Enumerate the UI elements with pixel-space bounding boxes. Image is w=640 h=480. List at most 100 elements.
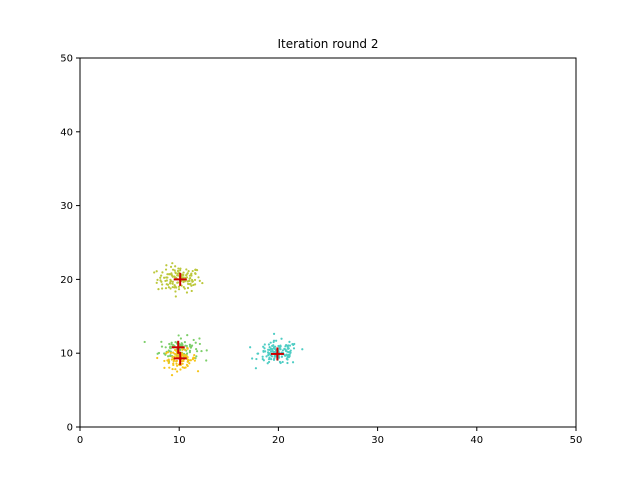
data-point (286, 361, 289, 365)
data-point (280, 337, 283, 340)
data-point (288, 351, 292, 354)
data-point (179, 267, 182, 270)
data-point (176, 370, 179, 373)
data-point (189, 277, 192, 280)
data-point (194, 341, 197, 344)
data-point (191, 280, 194, 283)
data-point (268, 353, 271, 356)
data-point (198, 337, 201, 340)
y-tick-label: 40 (60, 127, 73, 138)
y-tick-label: 0 (67, 423, 73, 434)
data-point (288, 353, 291, 356)
data-point (263, 343, 266, 346)
data-point (186, 360, 189, 363)
data-point (271, 344, 274, 348)
data-point (174, 290, 177, 293)
data-point (160, 345, 164, 348)
data-point (185, 291, 189, 294)
data-point (181, 352, 184, 355)
data-point (174, 265, 177, 268)
data-point (172, 363, 175, 367)
data-point (262, 345, 265, 348)
data-point (193, 356, 196, 360)
data-point (182, 276, 185, 279)
x-tick-label: 30 (371, 435, 384, 446)
data-point (185, 268, 188, 271)
data-point (267, 360, 271, 364)
data-point (167, 361, 170, 365)
data-point (288, 344, 292, 347)
data-point (175, 355, 178, 358)
data-point (286, 344, 289, 347)
data-point (192, 338, 195, 342)
data-point (170, 343, 173, 346)
data-point (182, 271, 185, 274)
data-point (165, 276, 168, 279)
data-point (177, 285, 181, 288)
data-point (161, 271, 164, 274)
data-point (171, 262, 174, 265)
data-point (192, 283, 195, 287)
y-tick-label: 30 (60, 201, 73, 212)
data-point (177, 288, 181, 291)
data-point (184, 344, 187, 347)
data-point (193, 278, 197, 282)
data-point (262, 349, 265, 353)
data-point (157, 351, 161, 355)
data-point (201, 281, 204, 285)
data-point (186, 358, 189, 361)
data-point (186, 280, 189, 283)
data-point (169, 354, 172, 358)
data-point (195, 355, 198, 358)
data-point (156, 356, 159, 360)
data-point (184, 353, 187, 357)
data-point (291, 361, 295, 364)
data-point (286, 354, 289, 357)
data-point (164, 268, 168, 271)
data-point (171, 275, 174, 278)
data-point (269, 341, 272, 344)
y-tick-label: 20 (60, 275, 73, 286)
data-point (288, 340, 291, 343)
data-point (181, 348, 184, 351)
data-point (179, 343, 182, 347)
y-tick-label: 50 (60, 54, 73, 65)
data-point (281, 349, 285, 352)
data-point (159, 279, 162, 282)
data-point (186, 334, 189, 337)
data-point (275, 339, 278, 342)
data-point (171, 268, 175, 271)
data-point (172, 343, 175, 347)
data-point (171, 367, 174, 371)
data-point (167, 355, 170, 358)
data-point (279, 361, 282, 365)
x-tick-label: 40 (470, 435, 483, 446)
data-point (177, 334, 180, 337)
data-point (287, 351, 290, 354)
data-point (184, 348, 187, 351)
x-tick-label: 20 (272, 435, 285, 446)
data-point (278, 346, 281, 349)
data-point (191, 269, 194, 273)
data-point (194, 283, 197, 286)
data-point (175, 359, 179, 362)
data-point (186, 364, 189, 368)
data-point (186, 272, 189, 275)
data-point (254, 367, 258, 370)
data-point (261, 355, 264, 358)
data-point (172, 360, 175, 363)
data-point (169, 280, 172, 284)
data-point (171, 285, 174, 289)
data-point (180, 273, 184, 276)
data-point (195, 350, 199, 353)
data-point (169, 265, 173, 268)
scatter-points (143, 262, 304, 377)
data-point (264, 350, 267, 353)
data-point (198, 279, 201, 282)
x-tick-label: 10 (173, 435, 186, 446)
data-point (160, 340, 163, 343)
data-point (170, 374, 174, 377)
data-point (169, 278, 172, 281)
data-point (186, 347, 189, 350)
